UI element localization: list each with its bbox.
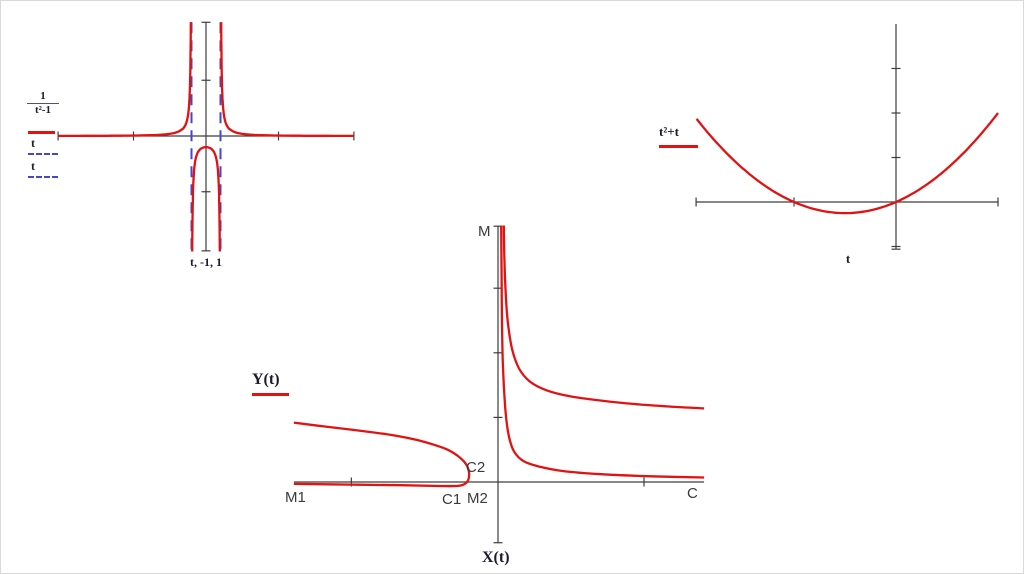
curve-right-lower (500, 225, 705, 479)
hyperbola-legend-entry-t2: t (31, 159, 35, 173)
legend-blue-dash-swatch (28, 176, 58, 178)
hyperbola-plot (57, 21, 355, 252)
parametric-y-axis-label: Y(t) (252, 371, 280, 388)
legend-red-line-swatch (28, 131, 55, 134)
marker-label-M2: M2 (467, 490, 488, 507)
curve-left-loop (293, 421, 471, 488)
parabola-x-axis-label: t (845, 251, 851, 266)
marker-label-M1: M1 (285, 489, 306, 506)
marker-label-M: M (478, 223, 491, 240)
hyperbola-legend-entry-t1: t (31, 136, 35, 150)
marker-label-C2: C2 (466, 459, 486, 476)
fraction-numerator: 1 (40, 90, 46, 102)
curve-right-upper (502, 225, 705, 410)
hyperbola-x-axis-label: t, -1, 1 (190, 255, 222, 269)
legend-blue-dash-swatch (28, 153, 58, 155)
hyperbola-legend-expression: 1 t²-1 (27, 91, 59, 116)
parabola-plot (695, 24, 999, 250)
parabola-legend-expression: t²+t (659, 124, 679, 139)
marker-label-C: C (687, 485, 698, 502)
parametric-x-axis-label: X(t) (482, 549, 510, 566)
marker-label-C1: C1 (442, 491, 462, 508)
fraction-denominator: t²-1 (27, 103, 59, 116)
legend-red-line-swatch (659, 145, 698, 148)
legend-red-line-swatch (252, 393, 289, 396)
parametric-plot (293, 225, 705, 544)
